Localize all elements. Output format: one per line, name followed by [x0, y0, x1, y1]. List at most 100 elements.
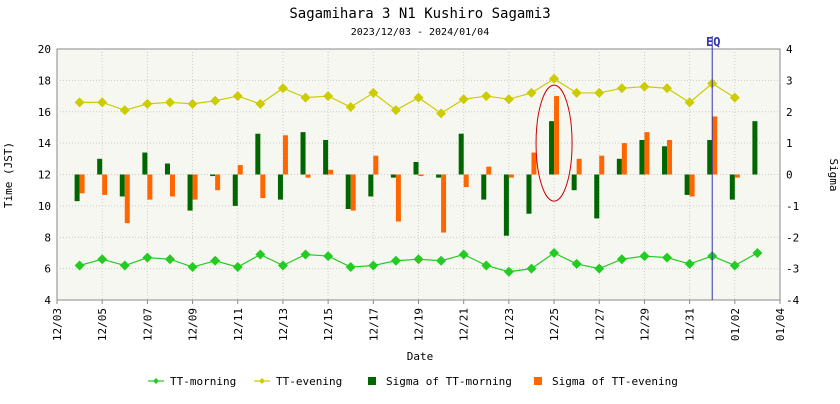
- x-tick-label: 12/09: [187, 308, 200, 341]
- grid-lines: [57, 49, 780, 300]
- x-tick-label: 12/07: [141, 308, 154, 341]
- bar-sigma-evening: [734, 174, 740, 178]
- chart-subtitle: 2023/12/03 - 2024/01/04: [351, 27, 489, 38]
- x-tick-label: 12/25: [548, 308, 561, 341]
- point-tt-morning: [142, 252, 153, 263]
- bar-sigma-morning: [277, 174, 283, 200]
- x-tick-label: 12/17: [367, 308, 380, 341]
- bar-sigma-morning: [707, 139, 713, 175]
- point-tt-morning: [729, 260, 740, 271]
- y-tick-label-right: 1: [786, 137, 793, 150]
- point-tt-evening: [119, 105, 130, 116]
- legend-sigma-evening-label: Sigma of TT-evening: [552, 375, 678, 388]
- y-axis-label-right: Sigma: [827, 158, 840, 191]
- point-tt-evening: [368, 87, 379, 98]
- highlight-ellipse: [535, 84, 573, 202]
- bar-sigma-evening: [576, 158, 582, 175]
- x-axis-label: Date: [407, 350, 434, 363]
- y-tick-label-right: 4: [786, 43, 793, 56]
- bar-sigma-morning: [74, 174, 80, 202]
- point-tt-morning: [436, 255, 447, 266]
- line-series-group: [74, 73, 763, 277]
- x-tick-label: 12/11: [232, 308, 245, 341]
- bar-sigma-morning: [616, 158, 622, 175]
- bar-sigma-evening: [644, 132, 650, 175]
- bar-sigma-morning: [97, 158, 103, 175]
- chart-title: Sagamihara 3 N1 Kushiro Sagami3: [289, 6, 550, 22]
- point-tt-evening: [164, 97, 175, 108]
- x-tick-label: 01/02: [729, 308, 742, 341]
- legend-tt-morning-label: TT-morning: [170, 375, 236, 388]
- point-tt-evening: [255, 98, 266, 109]
- x-tick-label: 12/05: [96, 308, 109, 341]
- eq-marker-label: EQ: [706, 35, 720, 49]
- y-tick-label-left: 4: [44, 294, 51, 307]
- point-tt-morning: [368, 260, 379, 271]
- y-tick-label-right: -3: [786, 263, 799, 276]
- y-tick-label-left: 6: [44, 263, 51, 276]
- x-tick-label: 01/04: [774, 308, 787, 341]
- x-tick-label: 12/31: [684, 308, 697, 341]
- y-tick-label-left: 20: [38, 43, 51, 56]
- bar-sigma-evening: [508, 174, 514, 178]
- point-tt-morning: [390, 255, 401, 266]
- legend-tt-evening-label: TT-evening: [276, 375, 342, 388]
- bar-sigma-evening: [712, 116, 718, 175]
- bar-sigma-morning: [458, 133, 464, 175]
- bar-sigma-morning: [752, 121, 758, 175]
- point-tt-evening: [616, 83, 627, 94]
- bar-sigma-evening: [621, 143, 627, 175]
- point-tt-morning: [503, 266, 514, 277]
- bar-sigma-morning: [436, 174, 442, 178]
- bar-sigma-morning: [526, 174, 532, 214]
- legend-tt-morning-swatch-marker: [153, 378, 159, 384]
- point-tt-evening: [503, 94, 514, 105]
- point-tt-evening: [436, 108, 447, 119]
- point-tt-evening: [684, 97, 695, 108]
- point-tt-morning: [119, 260, 130, 271]
- point-tt-evening: [594, 87, 605, 98]
- bar-sigma-evening: [124, 174, 130, 224]
- point-tt-morning: [164, 254, 175, 265]
- y-tick-label-left: 12: [38, 169, 51, 182]
- bar-sigma-evening: [169, 174, 175, 197]
- bar-sigma-evening: [328, 169, 334, 175]
- y-tick-label-left: 16: [38, 106, 51, 119]
- point-tt-evening: [187, 98, 198, 109]
- bar-sigma-morning: [503, 174, 509, 236]
- point-tt-morning: [458, 249, 469, 260]
- legend-sigma-morning-swatch: [368, 377, 376, 385]
- point-tt-evening: [74, 97, 85, 108]
- bar-sigma-evening: [486, 166, 492, 175]
- y-tick-label-right: 3: [786, 74, 793, 87]
- y-tick-label-left: 10: [38, 200, 51, 213]
- y-tick-label-left: 18: [38, 74, 51, 87]
- bar-sigma-morning: [662, 146, 668, 175]
- point-tt-morning: [300, 249, 311, 260]
- point-tt-morning: [74, 260, 85, 271]
- bar-sigma-evening: [418, 174, 424, 177]
- point-tt-morning: [413, 254, 424, 265]
- point-tt-morning: [255, 249, 266, 260]
- x-tick-label: 12/19: [413, 308, 426, 341]
- legend-sigma-evening-swatch: [534, 377, 542, 385]
- bar-sigma-evening: [463, 174, 469, 188]
- point-tt-morning: [97, 254, 108, 265]
- bar-sigma-morning: [210, 174, 216, 177]
- bar-sigma-evening: [102, 174, 108, 195]
- point-tt-evening: [413, 92, 424, 103]
- x-tick-label: 12/21: [458, 308, 471, 341]
- bar-sigma-evening: [282, 135, 288, 175]
- bar-sigma-evening: [395, 174, 401, 222]
- point-tt-morning: [323, 251, 334, 262]
- x-tick-label: 12/29: [638, 308, 651, 341]
- bar-sigma-evening: [689, 174, 695, 197]
- bar-sigma-morning: [142, 152, 148, 175]
- point-tt-morning: [662, 252, 673, 263]
- point-tt-morning: [684, 258, 695, 269]
- bar-sigma-evening: [147, 174, 153, 200]
- point-tt-evening: [571, 87, 582, 98]
- bar-sigma-evening: [373, 155, 379, 175]
